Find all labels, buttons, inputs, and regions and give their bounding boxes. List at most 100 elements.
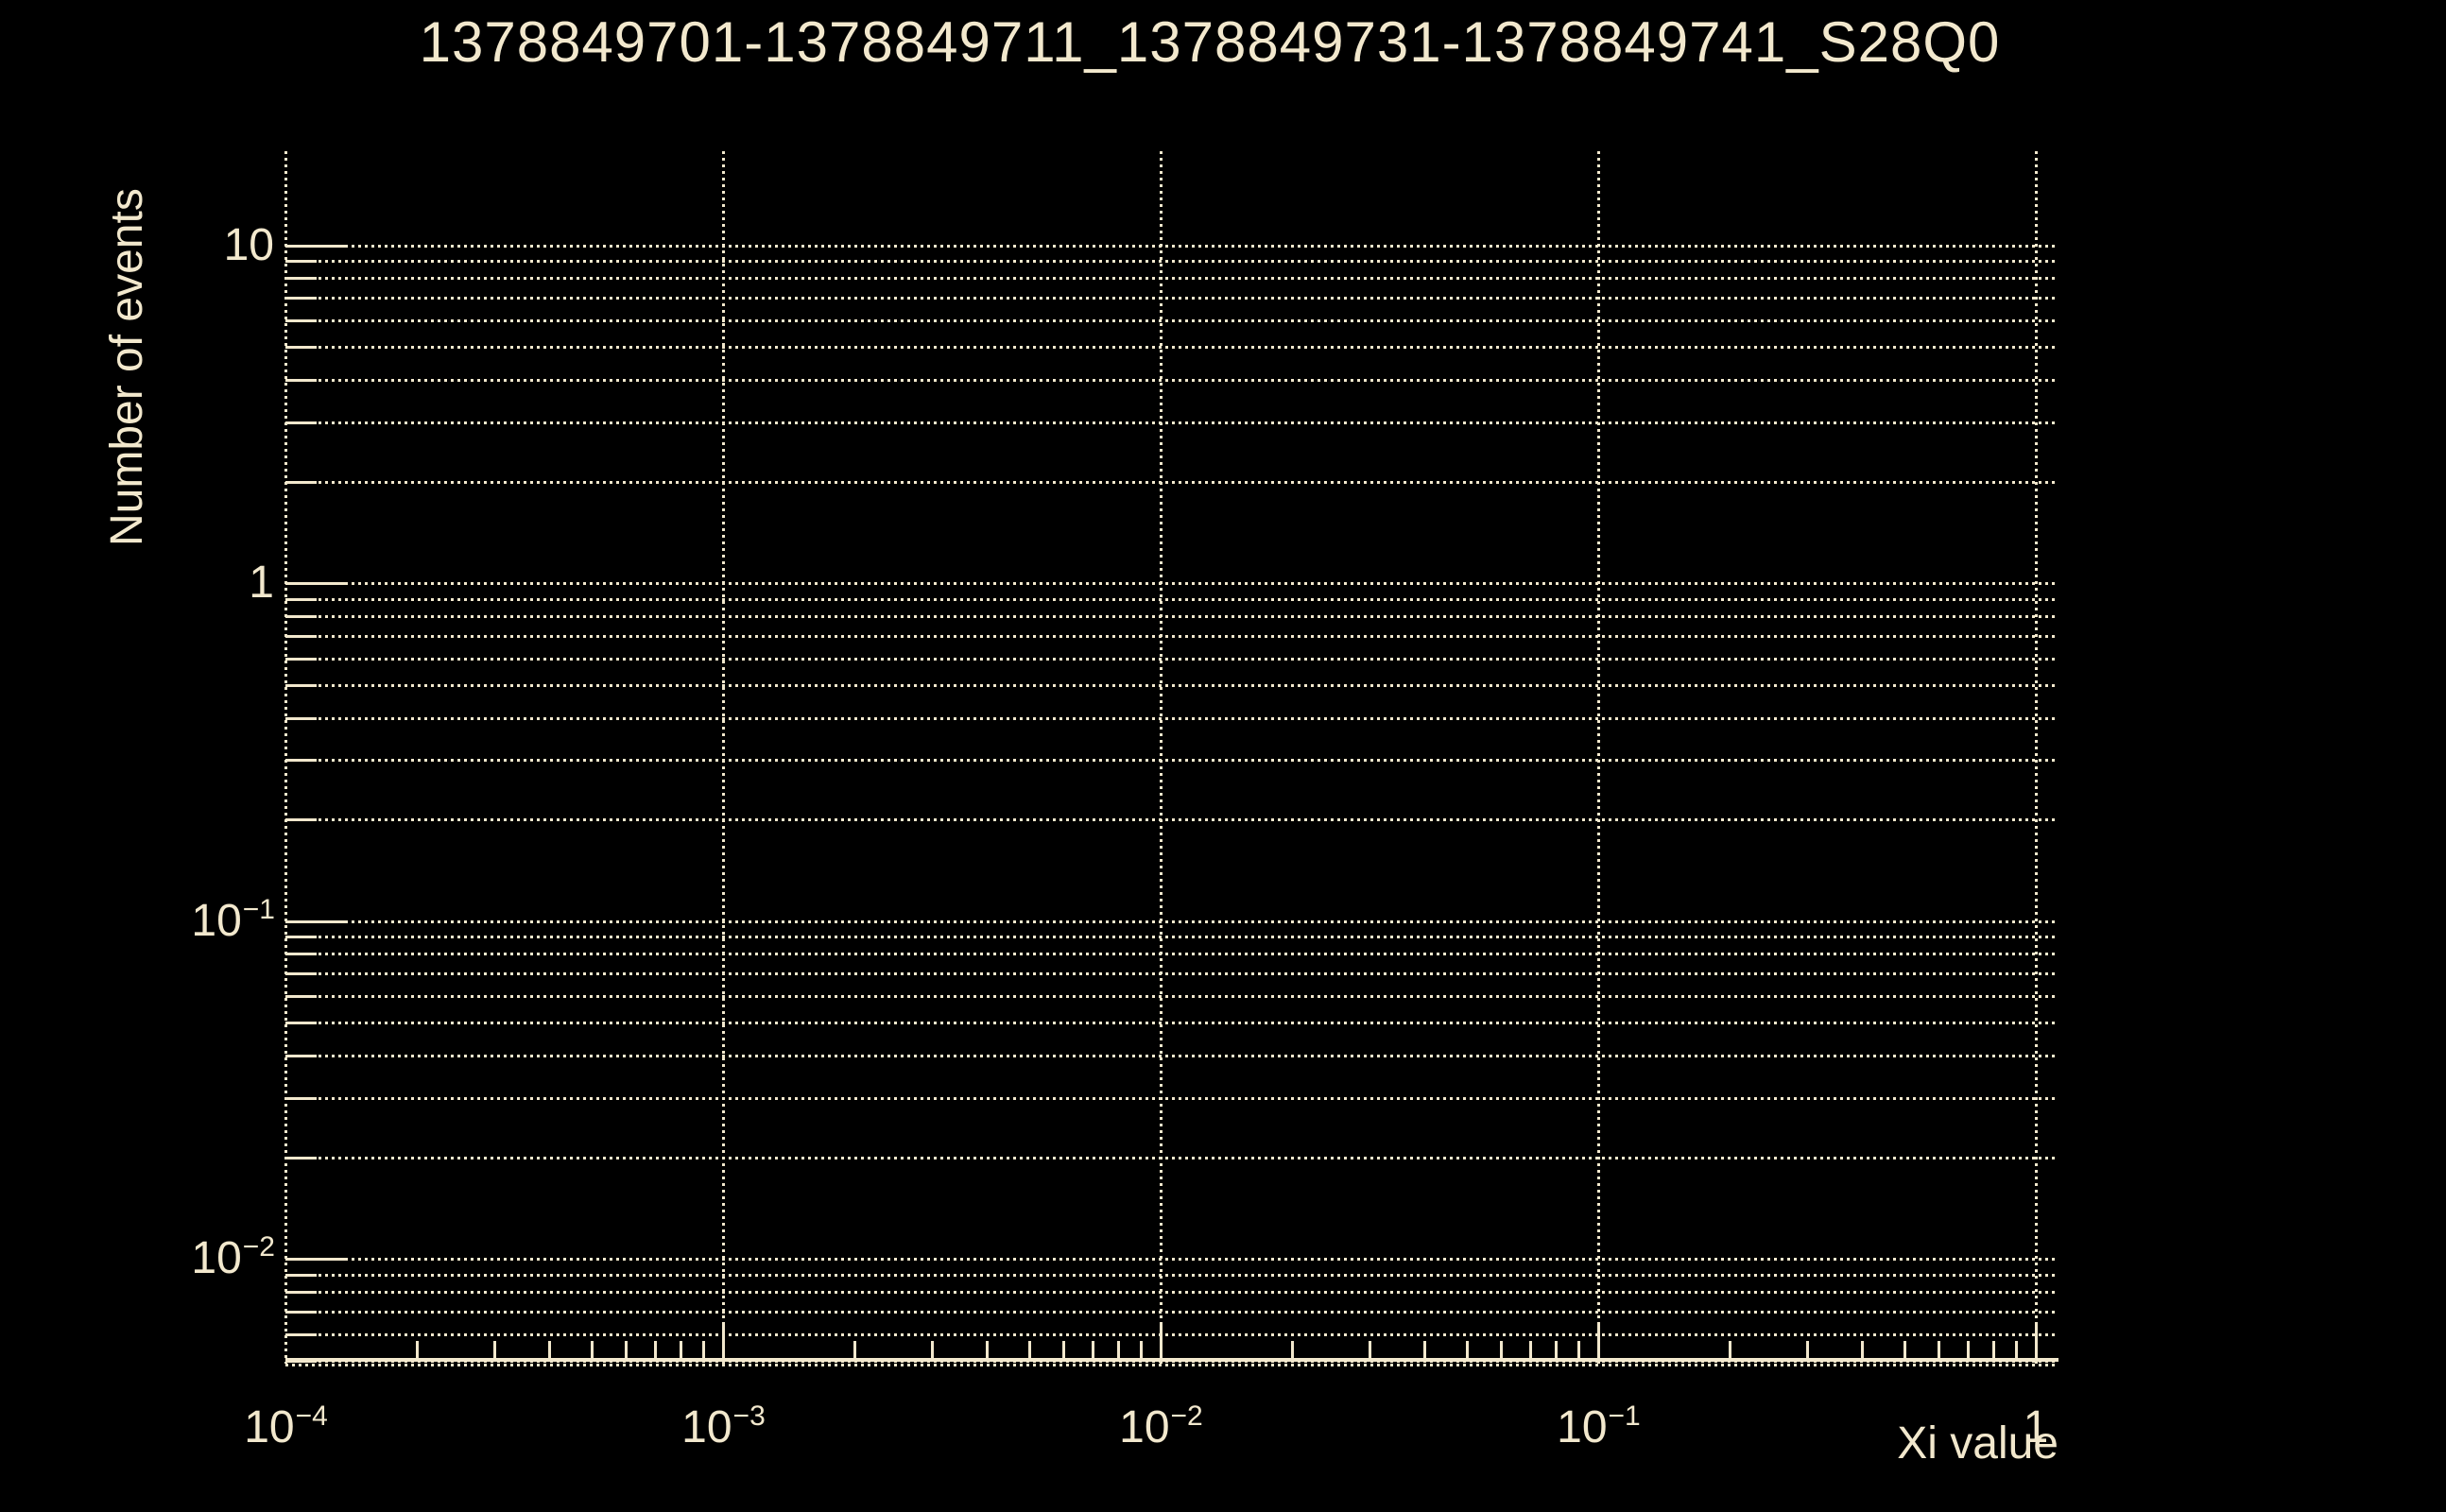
y-minor-tick bbox=[285, 480, 317, 484]
y-grid-line bbox=[285, 995, 2055, 999]
y-minor-tick bbox=[285, 936, 317, 939]
y-grid-line bbox=[285, 614, 2055, 618]
y-minor-tick bbox=[285, 260, 317, 264]
x-minor-tick bbox=[1576, 1341, 1580, 1358]
tick-label-exponent: −1 bbox=[242, 893, 275, 925]
y-minor-tick bbox=[285, 683, 317, 687]
y-grid-line bbox=[285, 716, 2055, 720]
x-minor-tick bbox=[1805, 1341, 1809, 1358]
x-minor-tick bbox=[1117, 1341, 1121, 1358]
y-grid-line bbox=[285, 421, 2055, 424]
x-tick-label: 10−2 bbox=[1038, 1400, 1283, 1459]
y-minor-tick bbox=[285, 378, 317, 382]
y-minor-tick bbox=[285, 657, 317, 661]
y-grid-line bbox=[285, 346, 2055, 350]
x-minor-tick bbox=[930, 1341, 934, 1358]
y-grid-line bbox=[285, 972, 2055, 976]
tick-label-base: 10 bbox=[223, 219, 274, 270]
x-minor-tick bbox=[416, 1341, 420, 1358]
y-grid-line bbox=[285, 260, 2055, 264]
y-grid-line bbox=[285, 1055, 2055, 1058]
y-tick-label: 10 bbox=[0, 215, 274, 277]
x-minor-tick bbox=[1500, 1341, 1504, 1358]
x-minor-tick bbox=[1967, 1341, 1971, 1358]
y-grid-line bbox=[285, 1096, 2055, 1100]
y-tick-label: 10−2 bbox=[0, 1228, 275, 1290]
tick-label-base: 1 bbox=[2023, 1402, 2049, 1452]
y-grid-line bbox=[285, 657, 2055, 661]
x-grid-line bbox=[721, 151, 725, 1364]
x-tick-label: 10−3 bbox=[600, 1400, 846, 1459]
tick-label-exponent: −2 bbox=[1170, 1400, 1203, 1432]
tick-label-exponent: −1 bbox=[1608, 1400, 1641, 1432]
x-minor-tick bbox=[590, 1341, 594, 1358]
y-grid-line bbox=[285, 1332, 2055, 1336]
x-minor-tick bbox=[680, 1341, 683, 1358]
x-major-tick bbox=[1159, 1324, 1163, 1358]
y-minor-tick bbox=[285, 759, 317, 763]
x-minor-tick bbox=[1555, 1341, 1559, 1358]
y-major-tick bbox=[285, 1258, 346, 1262]
y-grid-line bbox=[285, 1156, 2055, 1160]
x-tick-label: 1 bbox=[1913, 1402, 2159, 1453]
x-grid-line bbox=[1596, 151, 1600, 1364]
y-minor-tick bbox=[285, 953, 317, 956]
y-grid-line bbox=[285, 1273, 2055, 1277]
tick-label-base: 10 bbox=[681, 1402, 732, 1452]
tick-label-base: 10 bbox=[244, 1402, 295, 1452]
x-grid-line bbox=[2034, 151, 2038, 1364]
plot-title: 1378849701-1378849711_1378849731-1378849… bbox=[419, 10, 2001, 74]
x-minor-tick bbox=[2014, 1341, 2018, 1358]
y-grid-line bbox=[285, 634, 2055, 638]
y-minor-tick bbox=[285, 597, 317, 601]
y-major-tick bbox=[285, 244, 346, 248]
x-minor-tick bbox=[1903, 1341, 1906, 1358]
y-minor-tick bbox=[285, 818, 317, 822]
x-major-tick bbox=[721, 1324, 725, 1358]
y-major-tick bbox=[285, 582, 346, 586]
x-minor-tick bbox=[1062, 1341, 1066, 1358]
x-minor-tick bbox=[1729, 1341, 1732, 1358]
y-grid-line bbox=[285, 1022, 2055, 1025]
y-minor-tick bbox=[285, 1022, 317, 1025]
x-axis-title: Xi value bbox=[1897, 1418, 2058, 1469]
y-grid-line bbox=[285, 683, 2055, 687]
x-minor-tick bbox=[492, 1341, 496, 1358]
x-minor-tick bbox=[654, 1341, 658, 1358]
y-minor-tick bbox=[285, 972, 317, 976]
y-grid-line bbox=[285, 597, 2055, 601]
y-minor-tick bbox=[285, 277, 317, 281]
x-minor-tick bbox=[1027, 1341, 1031, 1358]
y-grid-line bbox=[285, 582, 2055, 586]
y-grid-line bbox=[285, 297, 2055, 301]
y-grid-line bbox=[285, 480, 2055, 484]
x-minor-tick bbox=[701, 1341, 705, 1358]
y-tick-label: 10−1 bbox=[0, 890, 275, 953]
y-minor-tick bbox=[285, 995, 317, 999]
x-minor-tick bbox=[1291, 1341, 1295, 1358]
x-axis-line bbox=[285, 1358, 2058, 1362]
x-tick-label: 10−4 bbox=[163, 1400, 408, 1459]
x-minor-tick bbox=[853, 1341, 857, 1358]
y-grid-line bbox=[285, 1310, 2055, 1314]
y-grid-line bbox=[285, 244, 2055, 248]
x-minor-tick bbox=[1529, 1341, 1533, 1358]
y-grid-line bbox=[285, 378, 2055, 382]
x-tick-label: 10−1 bbox=[1475, 1400, 1721, 1459]
y-minor-tick bbox=[285, 1273, 317, 1277]
x-minor-tick bbox=[1465, 1341, 1469, 1358]
y-minor-tick bbox=[285, 346, 317, 350]
x-major-tick bbox=[1596, 1324, 1600, 1358]
tick-label-base: 10 bbox=[1557, 1402, 1608, 1452]
x-minor-tick bbox=[1422, 1341, 1426, 1358]
y-grid-line bbox=[285, 818, 2055, 822]
y-minor-tick bbox=[285, 318, 317, 322]
x-grid-line bbox=[284, 151, 287, 1364]
y-grid-line bbox=[285, 277, 2055, 281]
tick-label-base: 1 bbox=[249, 558, 274, 609]
tick-label-exponent: −3 bbox=[732, 1400, 766, 1432]
x-minor-tick bbox=[547, 1341, 551, 1358]
y-minor-tick bbox=[285, 1055, 317, 1058]
y-grid-line bbox=[285, 919, 2055, 923]
